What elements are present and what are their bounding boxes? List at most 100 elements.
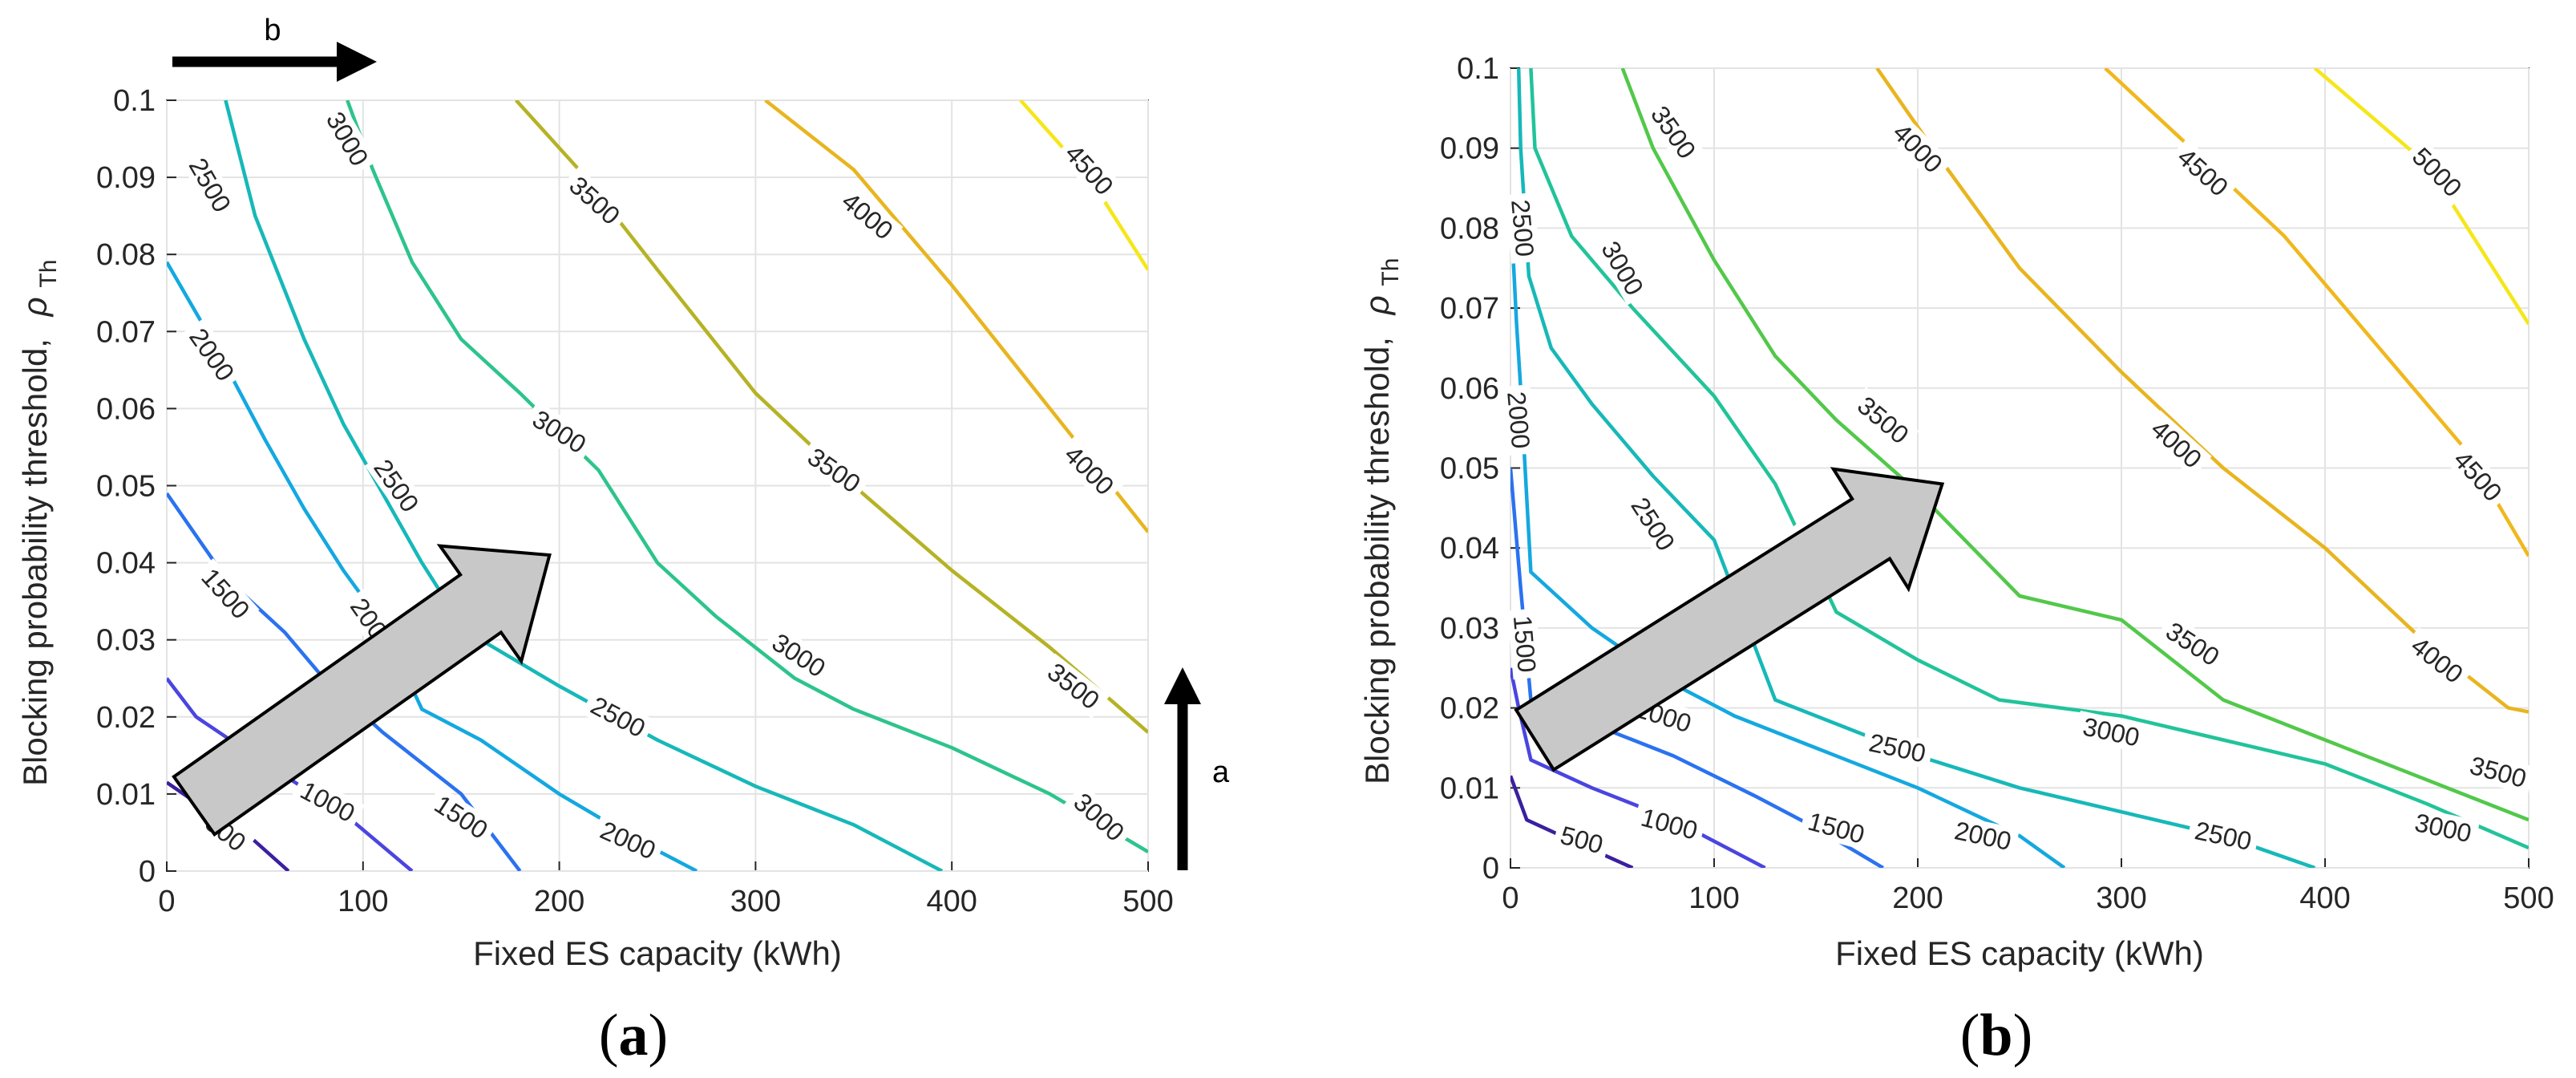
contour-label-bg (1592, 231, 1652, 306)
contour-label-bg (1799, 804, 1874, 851)
y-tick-label: 0.05 (1440, 452, 1499, 486)
contour-label-group: 2000 (1501, 384, 1536, 456)
contour-label-bg (424, 786, 499, 849)
contour-label-bg (797, 438, 871, 502)
y-tick-label: 0.04 (1440, 532, 1499, 565)
y-tick-label: 0.08 (96, 238, 156, 272)
contour-label-bg (831, 182, 904, 249)
y-tick-label: 0.03 (96, 624, 156, 658)
contour-label-bg (192, 558, 260, 629)
contour-label-bg (2167, 138, 2238, 206)
gridlines-a (166, 99, 1149, 872)
y-tick-label: 0.09 (1440, 132, 1499, 166)
x-axis-label-a: Fixed ES capacity (kWh) (473, 934, 842, 972)
y-tick-labels-b: 0 0.01 0.02 0.03 0.04 0.05 0.06 0.07 0.08 0.09 0.1 (1440, 52, 1499, 886)
contour-label-bg (2461, 748, 2536, 795)
y-tick-label: 0.08 (1440, 212, 1499, 245)
y-tick-label: 0.01 (1440, 772, 1499, 805)
contour-label-bg (1632, 800, 1707, 847)
caption-b-letter: b (1980, 1003, 2012, 1068)
contour-label-bg (317, 101, 378, 176)
contour-label-bg (2186, 814, 2260, 857)
x-axis-label-b: Fixed ES capacity (kWh) (1835, 934, 2204, 972)
caption-b-open: ( (1960, 1003, 1980, 1068)
contour-label-bg (1641, 95, 1705, 169)
contour-label-bg (1063, 783, 1134, 851)
contour-label-bg (1882, 113, 1953, 183)
x-tick-label: 400 (2299, 881, 2350, 915)
contour-label-bg (290, 772, 366, 831)
x-tick-labels-b: 0 100 200 300 400 500 (1502, 881, 2554, 915)
y-axis-label-text-b: Blocking probability threshold, (1358, 337, 1396, 784)
rho-symbol-b: ρ (1358, 295, 1396, 316)
b-direction-arrow (172, 42, 377, 82)
x-tick-label: 300 (730, 885, 781, 918)
y-tick-label: 0.07 (96, 315, 156, 349)
b-direction-label: b (264, 14, 281, 47)
contour-label-bg (2444, 440, 2512, 512)
caption-b-close: ) (2013, 1003, 2033, 1068)
x-tick-label: 500 (2503, 881, 2554, 915)
caption-a-close: ) (649, 1003, 669, 1068)
y-tick-label: 0.1 (113, 84, 156, 118)
x-tick-label: 0 (1502, 881, 1519, 915)
y-tick-label: 0.1 (1457, 52, 1499, 86)
rho-subscript-a: Th (35, 260, 62, 288)
contour-label-bg (590, 813, 665, 868)
y-tick-label: 0.02 (1440, 692, 1499, 726)
y-tick-label: 0 (139, 855, 156, 889)
increase-arrow (172, 544, 552, 837)
y-axis-label-b: Blocking probability threshold, ρ Th (1358, 258, 1404, 784)
contour-label-bg (364, 448, 428, 523)
x-tick-label: 100 (1688, 881, 1739, 915)
contour-label-bg (1054, 436, 1124, 505)
contour-label-group: 3500 (1847, 387, 1919, 454)
y-tick-label: 0.04 (96, 547, 156, 581)
caption-a-open: ( (599, 1003, 619, 1068)
contour-label-bg (2156, 613, 2230, 675)
contour-label-bg (580, 687, 656, 746)
contour-line-3000 (346, 100, 1148, 853)
contour-label-bg (1505, 192, 1540, 264)
contour-label-bg (2400, 627, 2473, 693)
contour-label: 2000 (1502, 391, 1535, 450)
contour-label-bg (1860, 726, 1935, 770)
contour-label-group: 2500 (1505, 192, 1540, 264)
contour-label-bg (2406, 806, 2481, 849)
y-tick-label: 0.06 (96, 392, 156, 426)
y-tick-label: 0 (1482, 852, 1499, 886)
contour-label-bg (1055, 134, 1123, 205)
contour-label-bg (1501, 384, 1536, 456)
gridlines-b (1510, 67, 2529, 869)
increase-arrow (1514, 467, 1945, 772)
x-tick-label: 0 (158, 885, 175, 918)
rho-subscript-b: Th (1377, 258, 1404, 286)
contour-line-3500 (1620, 68, 2529, 822)
rho-symbol-a: ρ (16, 297, 54, 318)
chart-b: 500 1000150015002000200020002500250025002… (1358, 52, 2554, 1068)
contour-label-bg (522, 401, 596, 463)
x-tick-label: 300 (2096, 881, 2146, 915)
contour-label-bg (180, 148, 240, 222)
y-tick-label: 0.02 (96, 701, 156, 735)
caption-a-letter: a (619, 1003, 649, 1068)
contour-label-bg (1551, 819, 1612, 861)
x-tick-label: 200 (1892, 881, 1943, 915)
x-tick-label: 200 (534, 885, 584, 918)
caption-a: (a) (599, 1003, 668, 1068)
contour-label: 2500 (1506, 198, 1539, 257)
contour-label-bg (1037, 653, 1110, 719)
x-tick-labels-a: 0 100 200 300 400 500 (158, 885, 1173, 918)
contour-label-bg (1847, 387, 1919, 454)
y-tick-label: 0.05 (96, 470, 156, 504)
y-tick-label: 0.09 (96, 161, 156, 195)
x-tick-label: 500 (1122, 885, 1173, 918)
contour-label-group: 1500 (1507, 608, 1543, 680)
contour-label-bg (762, 624, 836, 687)
x-tick-label: 100 (338, 885, 388, 918)
contour-label-bg (180, 318, 244, 391)
a-direction-label: a (1212, 756, 1230, 789)
contour-label-bg (1622, 487, 1684, 561)
y-tick-label: 0.06 (1440, 372, 1499, 406)
